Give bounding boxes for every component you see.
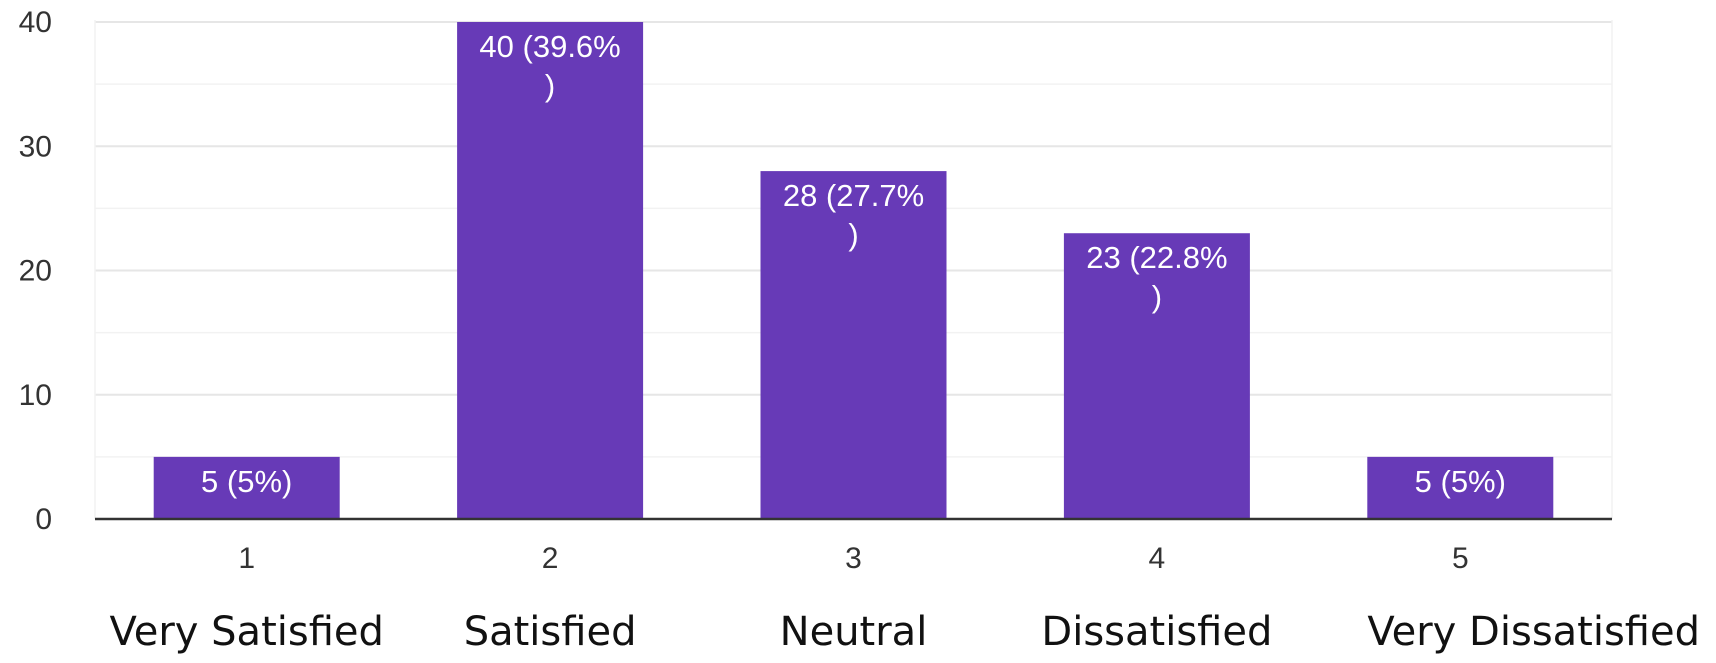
bars <box>153 22 1554 519</box>
bar-5 <box>1367 456 1554 519</box>
y-tick-labels: 0 10 20 30 40 <box>19 6 52 536</box>
y-tick-label: 10 <box>19 379 52 412</box>
satisfaction-label: Neutral <box>780 609 928 655</box>
satisfaction-labels: Very Satisfied Satisfied Neutral Dissatisfi… <box>109 609 1700 655</box>
data-label: ) <box>848 217 858 252</box>
bar-2 <box>457 22 644 519</box>
x-tick-label: 3 <box>845 542 862 575</box>
satisfaction-label: Dissatisfied <box>1041 609 1272 655</box>
satisfaction-label: Satisfied <box>464 609 637 655</box>
x-tick-label: 1 <box>238 542 255 575</box>
data-label: 23 (22.8% <box>1086 240 1227 275</box>
data-label: ) <box>545 68 555 103</box>
bar-3 <box>760 171 947 519</box>
bar-1 <box>153 456 340 519</box>
data-label: 5 (5%) <box>1415 464 1506 499</box>
data-label: 40 (39.6% <box>479 29 620 64</box>
data-label: 28 (27.7% <box>783 178 924 213</box>
y-tick-label: 40 <box>19 6 52 39</box>
data-label: ) <box>1152 279 1162 314</box>
y-tick-label: 30 <box>19 130 52 163</box>
y-tick-label: 0 <box>35 503 52 536</box>
y-tick-label: 20 <box>19 255 52 288</box>
satisfaction-label: Very Satisfied <box>109 609 383 655</box>
satisfaction-label: Very Dissatisfied <box>1367 609 1700 655</box>
data-label: 5 (5%) <box>201 464 292 499</box>
x-tick-label: 2 <box>542 542 559 575</box>
x-tick-label: 4 <box>1149 542 1166 575</box>
x-category-labels: 1 2 3 4 5 <box>238 542 1468 575</box>
bar-4 <box>1063 233 1250 519</box>
data-labels: 5 (5%) 40 (39.6%) 28 (27.7%) 23 (22.8%) 5 (5… <box>201 29 1506 499</box>
x-tick-label: 5 <box>1452 542 1469 575</box>
